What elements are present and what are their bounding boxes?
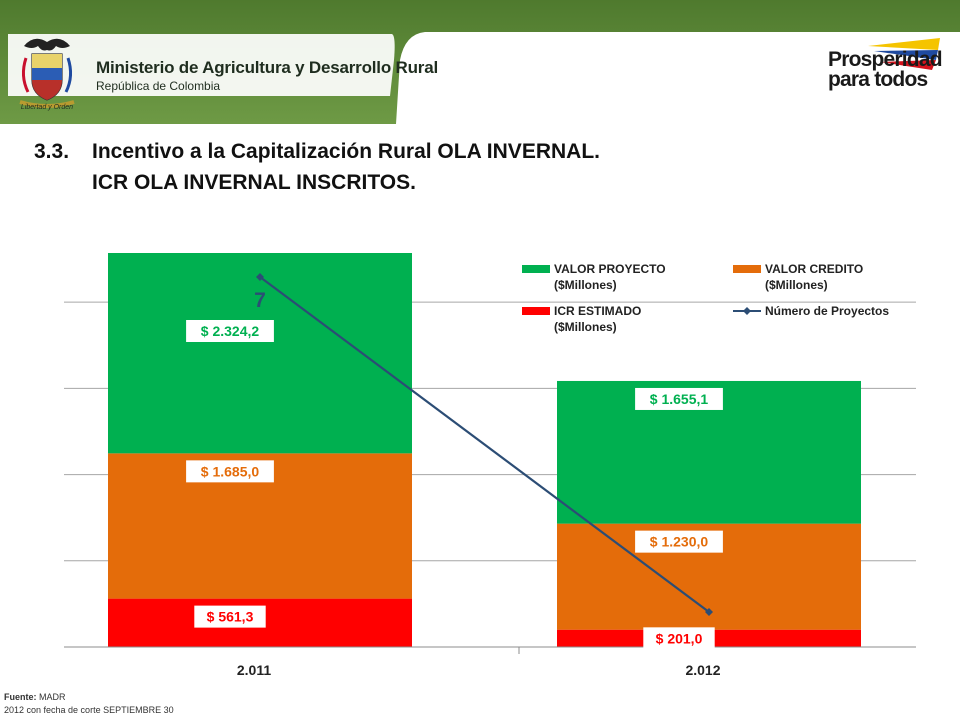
x-axis: 2.011 2.012 — [64, 646, 916, 678]
category-label: 2.011 — [237, 662, 271, 678]
ministry-name: Ministerio de Agricultura y Desarrollo R… — [96, 58, 438, 77]
projects-marker — [705, 608, 713, 616]
brand-line-1: Prosperidad — [828, 48, 943, 71]
legend-label-unit: ($Millones) — [765, 278, 828, 292]
data-label-box — [635, 530, 723, 553]
data-label: $ 2.324,2 — [201, 323, 260, 339]
section-number: 3.3. — [34, 140, 70, 163]
data-label: $ 1.655,1 — [650, 391, 709, 407]
data-label: $ 1.230,0 — [650, 534, 709, 550]
projects-line-path — [259, 276, 710, 613]
data-label: $ 201,0 — [656, 630, 703, 646]
legend-label: VALOR CREDITO — [765, 262, 863, 276]
motto: Libertad y Orden — [20, 104, 74, 111]
legend-label: Número de Proyectos — [765, 304, 889, 318]
legend-marker — [743, 307, 751, 315]
source-label: Fuente: — [4, 692, 37, 702]
legend-label: ICR ESTIMADO — [554, 304, 641, 318]
legend: VALOR PROYECTO ($Millones) VALOR CREDITO ($… — [522, 262, 889, 334]
coat-of-arms-icon — [19, 38, 75, 108]
title-line-2: ICR OLA INVERNAL INSCRITOS. — [92, 171, 416, 194]
country-name: República de Colombia — [96, 79, 221, 93]
legend-swatch — [522, 265, 550, 273]
prosperidad-logo-icon — [868, 38, 940, 70]
cutoff-note: 2012 con fecha de corte SEPTIEMBRE 30 — [4, 705, 174, 715]
legend-swatch — [733, 265, 761, 273]
data-label-box — [186, 460, 274, 483]
title-line-1: Incentivo a la Capitalización Rural OLA … — [92, 140, 600, 163]
legend-label-unit: ($Millones) — [554, 320, 617, 334]
bar-segment — [108, 253, 412, 454]
data-label-box — [643, 627, 715, 650]
data-label: $ 561,3 — [207, 609, 254, 625]
data-label-box — [194, 605, 266, 628]
data-label: $ 1.685,0 — [201, 463, 260, 479]
legend-swatch — [522, 307, 550, 315]
header-bar — [0, 0, 960, 124]
brand-line-2: para todos — [828, 68, 928, 91]
data-labels: $ 561,3 $ 1.685,0 $ 2.324,2 $ 201,0 $ 1.230,… — [186, 320, 723, 650]
category-label: 2.012 — [685, 662, 720, 678]
projects-marker — [256, 273, 264, 281]
header: Libertad y Orden Ministerio de Agricultu… — [0, 0, 960, 124]
legend-label: VALOR PROYECTO — [554, 262, 666, 276]
data-label-box — [635, 387, 723, 410]
data-label-box — [186, 320, 274, 342]
source-line: Fuente: MADR — [4, 692, 66, 702]
projects-label: 7 — [254, 289, 266, 312]
legend-label-unit: ($Millones) — [554, 278, 617, 292]
source-value: MADR — [39, 692, 66, 702]
